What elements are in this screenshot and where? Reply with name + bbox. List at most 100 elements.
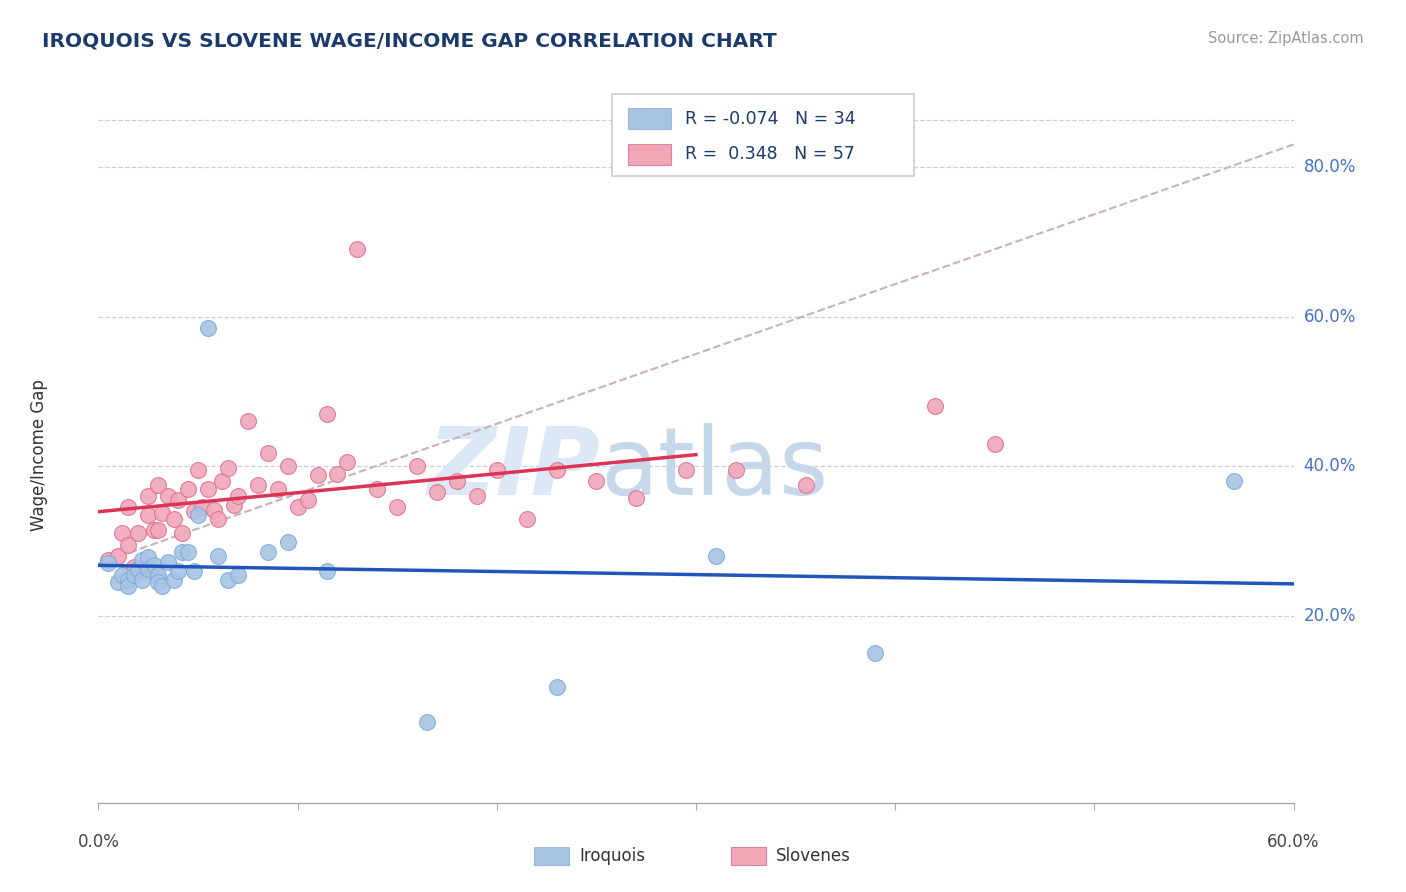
Point	[416, 714, 439, 729]
Point	[97, 557, 120, 571]
Point	[297, 492, 319, 507]
Point	[191, 500, 214, 515]
Point	[163, 511, 186, 525]
Point	[172, 545, 194, 559]
Point	[150, 506, 173, 520]
Point	[217, 460, 239, 475]
Point	[704, 549, 727, 563]
Point	[187, 463, 209, 477]
Point	[307, 468, 329, 483]
Point	[316, 564, 339, 578]
Point	[267, 482, 290, 496]
Text: R =  0.348   N = 57: R = 0.348 N = 57	[685, 145, 855, 163]
Point	[127, 562, 149, 576]
Point	[150, 579, 173, 593]
Text: 40.0%: 40.0%	[1303, 457, 1355, 475]
Point	[97, 552, 120, 566]
Point	[124, 567, 146, 582]
Point	[546, 463, 568, 477]
Text: R = -0.074   N = 34: R = -0.074 N = 34	[685, 110, 855, 128]
Point	[197, 482, 219, 496]
Point	[485, 463, 508, 477]
Point	[211, 474, 233, 488]
Text: 80.0%: 80.0%	[1303, 158, 1355, 176]
Point	[516, 511, 538, 525]
Point	[246, 478, 269, 492]
Point	[336, 455, 359, 469]
Point	[131, 573, 153, 587]
Point	[117, 573, 139, 587]
Point	[183, 564, 205, 578]
Point	[148, 567, 170, 582]
Point	[724, 463, 747, 477]
Point	[202, 502, 225, 516]
Point	[136, 508, 159, 522]
Point	[163, 573, 186, 587]
Point	[346, 242, 368, 256]
Point	[143, 558, 166, 572]
Point	[148, 575, 170, 590]
Point	[675, 463, 697, 477]
Point	[131, 552, 153, 566]
Point	[624, 491, 647, 505]
Text: ZIP: ZIP	[427, 423, 600, 515]
Point	[277, 535, 299, 549]
Point	[226, 489, 249, 503]
Text: 60.0%: 60.0%	[1303, 308, 1355, 326]
Point	[287, 500, 309, 515]
Point	[131, 564, 153, 578]
Point	[136, 489, 159, 503]
Point	[143, 523, 166, 537]
Point	[136, 550, 159, 565]
Point	[366, 482, 388, 496]
Point	[157, 489, 180, 503]
Point	[136, 562, 159, 576]
Point	[107, 549, 129, 563]
Point	[256, 445, 278, 459]
Point	[117, 579, 139, 593]
Point	[148, 478, 170, 492]
Point	[177, 545, 200, 559]
Point	[256, 545, 278, 559]
Point	[426, 485, 449, 500]
Point	[236, 414, 259, 428]
Point	[177, 482, 200, 496]
Point	[124, 560, 146, 574]
Text: 20.0%: 20.0%	[1303, 607, 1355, 624]
Point	[157, 555, 180, 569]
Point	[167, 492, 190, 507]
Point	[385, 500, 409, 515]
Text: Slovenes: Slovenes	[776, 847, 851, 865]
Text: Source: ZipAtlas.com: Source: ZipAtlas.com	[1208, 31, 1364, 46]
Point	[217, 573, 239, 587]
Point	[863, 646, 886, 660]
Point	[207, 511, 229, 525]
Point	[117, 500, 139, 515]
Point	[406, 459, 429, 474]
Point	[117, 538, 139, 552]
Point	[111, 526, 134, 541]
Point	[326, 467, 349, 481]
Point	[222, 498, 245, 512]
Point	[172, 526, 194, 541]
Text: IROQUOIS VS SLOVENE WAGE/INCOME GAP CORRELATION CHART: IROQUOIS VS SLOVENE WAGE/INCOME GAP CORR…	[42, 31, 778, 50]
Point	[167, 564, 190, 578]
Point	[111, 567, 134, 582]
Point	[107, 575, 129, 590]
Point	[924, 399, 946, 413]
Text: Wage/Income Gap: Wage/Income Gap	[30, 379, 48, 531]
Point	[794, 478, 817, 492]
Point	[197, 320, 219, 334]
Point	[127, 526, 149, 541]
Point	[183, 504, 205, 518]
Point	[187, 508, 209, 522]
Point	[148, 523, 170, 537]
Point	[585, 474, 607, 488]
Text: 60.0%: 60.0%	[1267, 833, 1320, 851]
Point	[1222, 474, 1246, 488]
Point	[207, 549, 229, 563]
Point	[226, 567, 249, 582]
Text: atlas: atlas	[600, 423, 828, 515]
Point	[316, 407, 339, 421]
Point	[465, 489, 488, 503]
